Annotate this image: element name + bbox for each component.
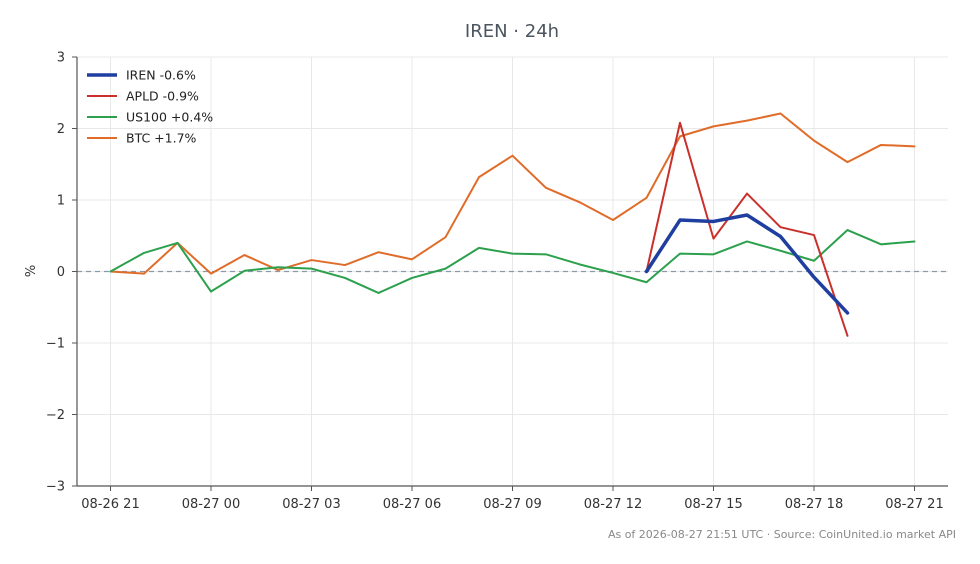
y-tick-label: 3	[57, 51, 65, 66]
series-lines	[109, 112, 916, 337]
grid	[77, 56, 948, 487]
x-tick-label: 08-27 18	[785, 497, 843, 512]
series-line-iren	[644, 213, 850, 315]
x-tick-label: 08-27 15	[684, 497, 742, 512]
legend-label: IREN -0.6%	[126, 68, 196, 83]
x-tick-label: 08-27 21	[885, 497, 943, 512]
y-tick-label: 0	[57, 265, 65, 280]
axes: 3 2 1 0 −1 −2 −3 08-26 21 08-27 00 08-27 03 08-27 …	[46, 51, 948, 512]
series-line-us100	[109, 229, 916, 294]
y-tick-label: −3	[46, 480, 65, 495]
legend-label: BTC +1.7%	[126, 131, 197, 146]
y-axis-label: %	[24, 265, 39, 277]
y-tick-label: −1	[46, 337, 65, 352]
y-tick-label: 1	[57, 194, 65, 209]
y-tick-label: −2	[46, 408, 65, 423]
x-tick-label: 08-27 09	[483, 497, 541, 512]
y-tick-label: 2	[57, 122, 65, 137]
legend: IREN -0.6% APLD -0.9% US100 +0.4% BTC +1.7%	[87, 68, 213, 146]
footer-source: As of 2026-08-27 21:51 UTC · Source: Coi…	[608, 528, 956, 541]
x-tick-label: 08-26 21	[81, 497, 139, 512]
legend-label: US100 +0.4%	[126, 110, 213, 125]
x-tick-label: 08-27 00	[182, 497, 240, 512]
x-tick-label: 08-27 12	[584, 497, 642, 512]
x-tick-label: 08-27 06	[383, 497, 441, 512]
series-line-apld	[645, 121, 849, 337]
x-tick-label: 08-27 03	[282, 497, 340, 512]
legend-label: APLD -0.9%	[126, 89, 199, 104]
chart-title: IREN · 24h	[465, 21, 559, 42]
series-line-btc	[109, 112, 916, 275]
